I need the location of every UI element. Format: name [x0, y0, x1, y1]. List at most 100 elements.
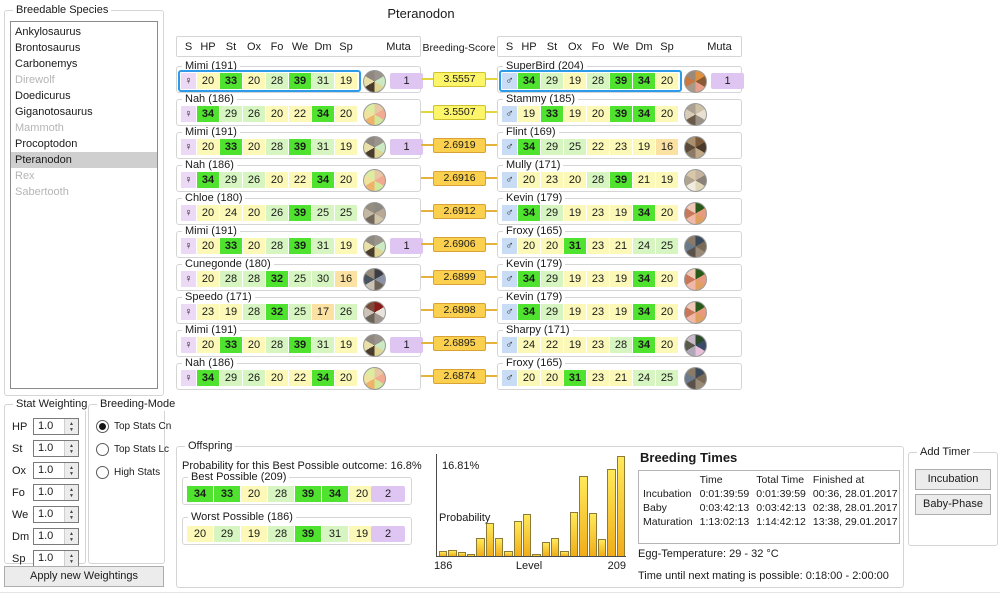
- weight-spinner[interactable]: 1.0 ▲ ▼: [33, 462, 79, 479]
- female-sex-cell: ♀: [181, 271, 196, 287]
- incubation-timer-button[interactable]: Incubation: [915, 469, 991, 490]
- creature-panel[interactable]: Mully (171) ♂ 20 23 20 28 39 21 19: [497, 159, 742, 192]
- creature-panel[interactable]: SuperBird (204) ♂ 34 29 19 28 39 34 20 1: [497, 60, 744, 93]
- spinner-up-icon[interactable]: ▲: [69, 442, 74, 449]
- weight-spinner[interactable]: 1.0 ▲ ▼: [33, 440, 79, 457]
- stat-cell: 39: [289, 205, 311, 221]
- spinner-arrows-icon[interactable]: ▲ ▼: [64, 463, 78, 478]
- stat-cell: 20: [656, 304, 678, 320]
- species-item[interactable]: Pteranodon: [11, 152, 157, 168]
- radio-icon[interactable]: [96, 420, 109, 433]
- female-sex-cell: ♀: [181, 337, 196, 353]
- chart-bar: [439, 550, 448, 556]
- creature-panel[interactable]: Flint (169) ♂ 34 29 25 22 23 19 16: [497, 126, 744, 159]
- spinner-arrows-icon[interactable]: ▲ ▼: [64, 485, 78, 500]
- species-item[interactable]: Procoptodon: [15, 138, 78, 150]
- score-connector: 2.6895: [421, 336, 497, 351]
- spinner-down-icon[interactable]: ▼: [69, 426, 74, 433]
- creature-panel[interactable]: Kevin (179) ♂ 34 29 19 23 19 34 20: [497, 192, 742, 225]
- baby-phase-timer-button[interactable]: Baby-Phase: [915, 494, 991, 515]
- creature-panel[interactable]: Froxy (165) ♂ 20 20 31 23 21 24 25: [497, 357, 742, 390]
- spinner-arrows-icon[interactable]: ▲ ▼: [64, 551, 78, 566]
- creature-panel[interactable]: Mimi (191) ♀ 20 33 20 28 39 31 19 1: [176, 225, 423, 258]
- stat-cell: 39: [610, 172, 632, 188]
- offspring-stat-cell: 20: [241, 486, 267, 502]
- weight-spinner[interactable]: 1.0 ▲ ▼: [33, 550, 79, 567]
- weight-spinner[interactable]: 1.0 ▲ ▼: [33, 528, 79, 545]
- radio-option[interactable]: Top Stats Lc: [96, 443, 169, 456]
- radio-option[interactable]: Top Stats Cn: [96, 420, 171, 433]
- spinner-down-icon[interactable]: ▼: [69, 536, 74, 543]
- column-header: HP: [521, 40, 537, 53]
- creature-panel[interactable]: Sharpy (171) ♂ 24 22 19 23 28 34 20: [497, 324, 742, 357]
- creature-panel[interactable]: Nah (186) ♀ 34 29 26 20 22 34 20: [176, 159, 421, 192]
- chart-bar: [523, 513, 532, 556]
- species-item[interactable]: Mammoth: [15, 122, 64, 134]
- breeding-times-column-header: Time: [699, 474, 723, 486]
- spinner-down-icon[interactable]: ▼: [69, 492, 74, 499]
- spinner-down-icon[interactable]: ▼: [69, 470, 74, 477]
- spinner-up-icon[interactable]: ▲: [69, 420, 74, 427]
- weight-row: We 1.0 ▲ ▼: [12, 506, 85, 523]
- creature-panel[interactable]: Chloe (180) ♀ 20 24 20 26 39 25 25: [176, 192, 421, 225]
- species-item[interactable]: Direwolf: [15, 74, 55, 86]
- spinner-up-icon[interactable]: ▲: [69, 530, 74, 537]
- creature-panel[interactable]: Kevin (179) ♂ 34 29 19 23 19 34 20: [497, 291, 742, 324]
- stat-cell: 20: [335, 172, 357, 188]
- weight-spinner[interactable]: 1.0 ▲ ▼: [33, 484, 79, 501]
- radio-icon[interactable]: [96, 466, 109, 479]
- stat-strip: ♂ 34 29 19 23 19 34 20: [499, 268, 682, 290]
- creature-name: Flint (169): [503, 126, 559, 139]
- mutation-count: [390, 304, 423, 320]
- species-item[interactable]: Brontosaurus: [15, 42, 81, 54]
- species-item[interactable]: Ankylosaurus: [15, 26, 82, 38]
- score-value: 2.6906: [433, 237, 486, 252]
- radio-label: High Stats: [114, 467, 161, 478]
- species-item[interactable]: Doedicurus: [15, 90, 71, 102]
- mutation-count: [711, 139, 744, 155]
- spinner-up-icon[interactable]: ▲: [69, 552, 74, 559]
- creature-panel[interactable]: Cunegonde (180) ♀ 20 28 28 32 25 30 16: [176, 258, 421, 291]
- creature-panel[interactable]: Speedo (171) ♀ 23 19 28 32 25 17 26: [176, 291, 423, 324]
- weight-spinner[interactable]: 1.0 ▲ ▼: [33, 506, 79, 523]
- creature-panel[interactable]: Mimi (191) ♀ 20 33 20 28 39 31 19 1: [176, 324, 423, 357]
- stat-cell: 30: [312, 271, 334, 287]
- chart-bar: [560, 550, 569, 556]
- stat-cell: 29: [220, 370, 242, 386]
- spinner-down-icon[interactable]: ▼: [69, 448, 74, 455]
- inheritance-pie-icon: [684, 300, 707, 324]
- stat-cell: 20: [656, 106, 678, 122]
- apply-weightings-button[interactable]: Apply new Weightings: [4, 566, 164, 587]
- species-item[interactable]: Rex: [15, 170, 35, 182]
- stat-cell: 23: [587, 370, 609, 386]
- spinner-up-icon[interactable]: ▲: [69, 464, 74, 471]
- stat-cell: 19: [220, 304, 242, 320]
- breeding-times-cell: 1:13:02:13: [699, 516, 750, 528]
- stat-strip: ♀ 23 19 28 32 25 17 26: [178, 301, 361, 323]
- column-header: Fo: [270, 40, 284, 53]
- column-header: Dm: [635, 40, 653, 53]
- creature-panel[interactable]: Kevin (179) ♂ 34 29 19 23 19 34 20: [497, 258, 742, 291]
- species-item[interactable]: Sabertooth: [15, 186, 69, 198]
- creature-name: SuperBird (204): [503, 60, 587, 73]
- species-item[interactable]: Carbonemys: [15, 58, 78, 70]
- spinner-up-icon[interactable]: ▲: [69, 486, 74, 493]
- creature-panel[interactable]: Froxy (165) ♂ 20 20 31 23 21 24 25: [497, 225, 742, 258]
- creature-panel[interactable]: Nah (186) ♀ 34 29 26 20 22 34 20: [176, 357, 421, 390]
- creature-panel[interactable]: Mimi (191) ♀ 20 33 20 28 39 31 19 1: [176, 126, 423, 159]
- spinner-down-icon[interactable]: ▼: [69, 514, 74, 521]
- spinner-down-icon[interactable]: ▼: [69, 558, 74, 565]
- species-item[interactable]: Giganotosaurus: [15, 106, 93, 118]
- spinner-up-icon[interactable]: ▲: [69, 508, 74, 515]
- creature-panel[interactable]: Stammy (185) ♂ 19 33 19 20 39 34 20: [497, 93, 742, 126]
- spinner-arrows-icon[interactable]: ▲ ▼: [64, 441, 78, 456]
- radio-option[interactable]: High Stats: [96, 466, 164, 479]
- radio-icon[interactable]: [96, 443, 109, 456]
- creature-panel[interactable]: Mimi (191) ♀ 20 33 20 28 39 31 19 1: [176, 60, 423, 93]
- spinner-arrows-icon[interactable]: ▲ ▼: [64, 507, 78, 522]
- spinner-arrows-icon[interactable]: ▲ ▼: [64, 419, 78, 434]
- weight-spinner[interactable]: 1.0 ▲ ▼: [33, 418, 79, 435]
- species-listbox[interactable]: Ankylosaurus Brontosaurus Carbonemys Direwo…: [10, 21, 158, 389]
- spinner-arrows-icon[interactable]: ▲ ▼: [64, 529, 78, 544]
- creature-panel[interactable]: Nah (186) ♀ 34 29 26 20 22 34 20: [176, 93, 421, 126]
